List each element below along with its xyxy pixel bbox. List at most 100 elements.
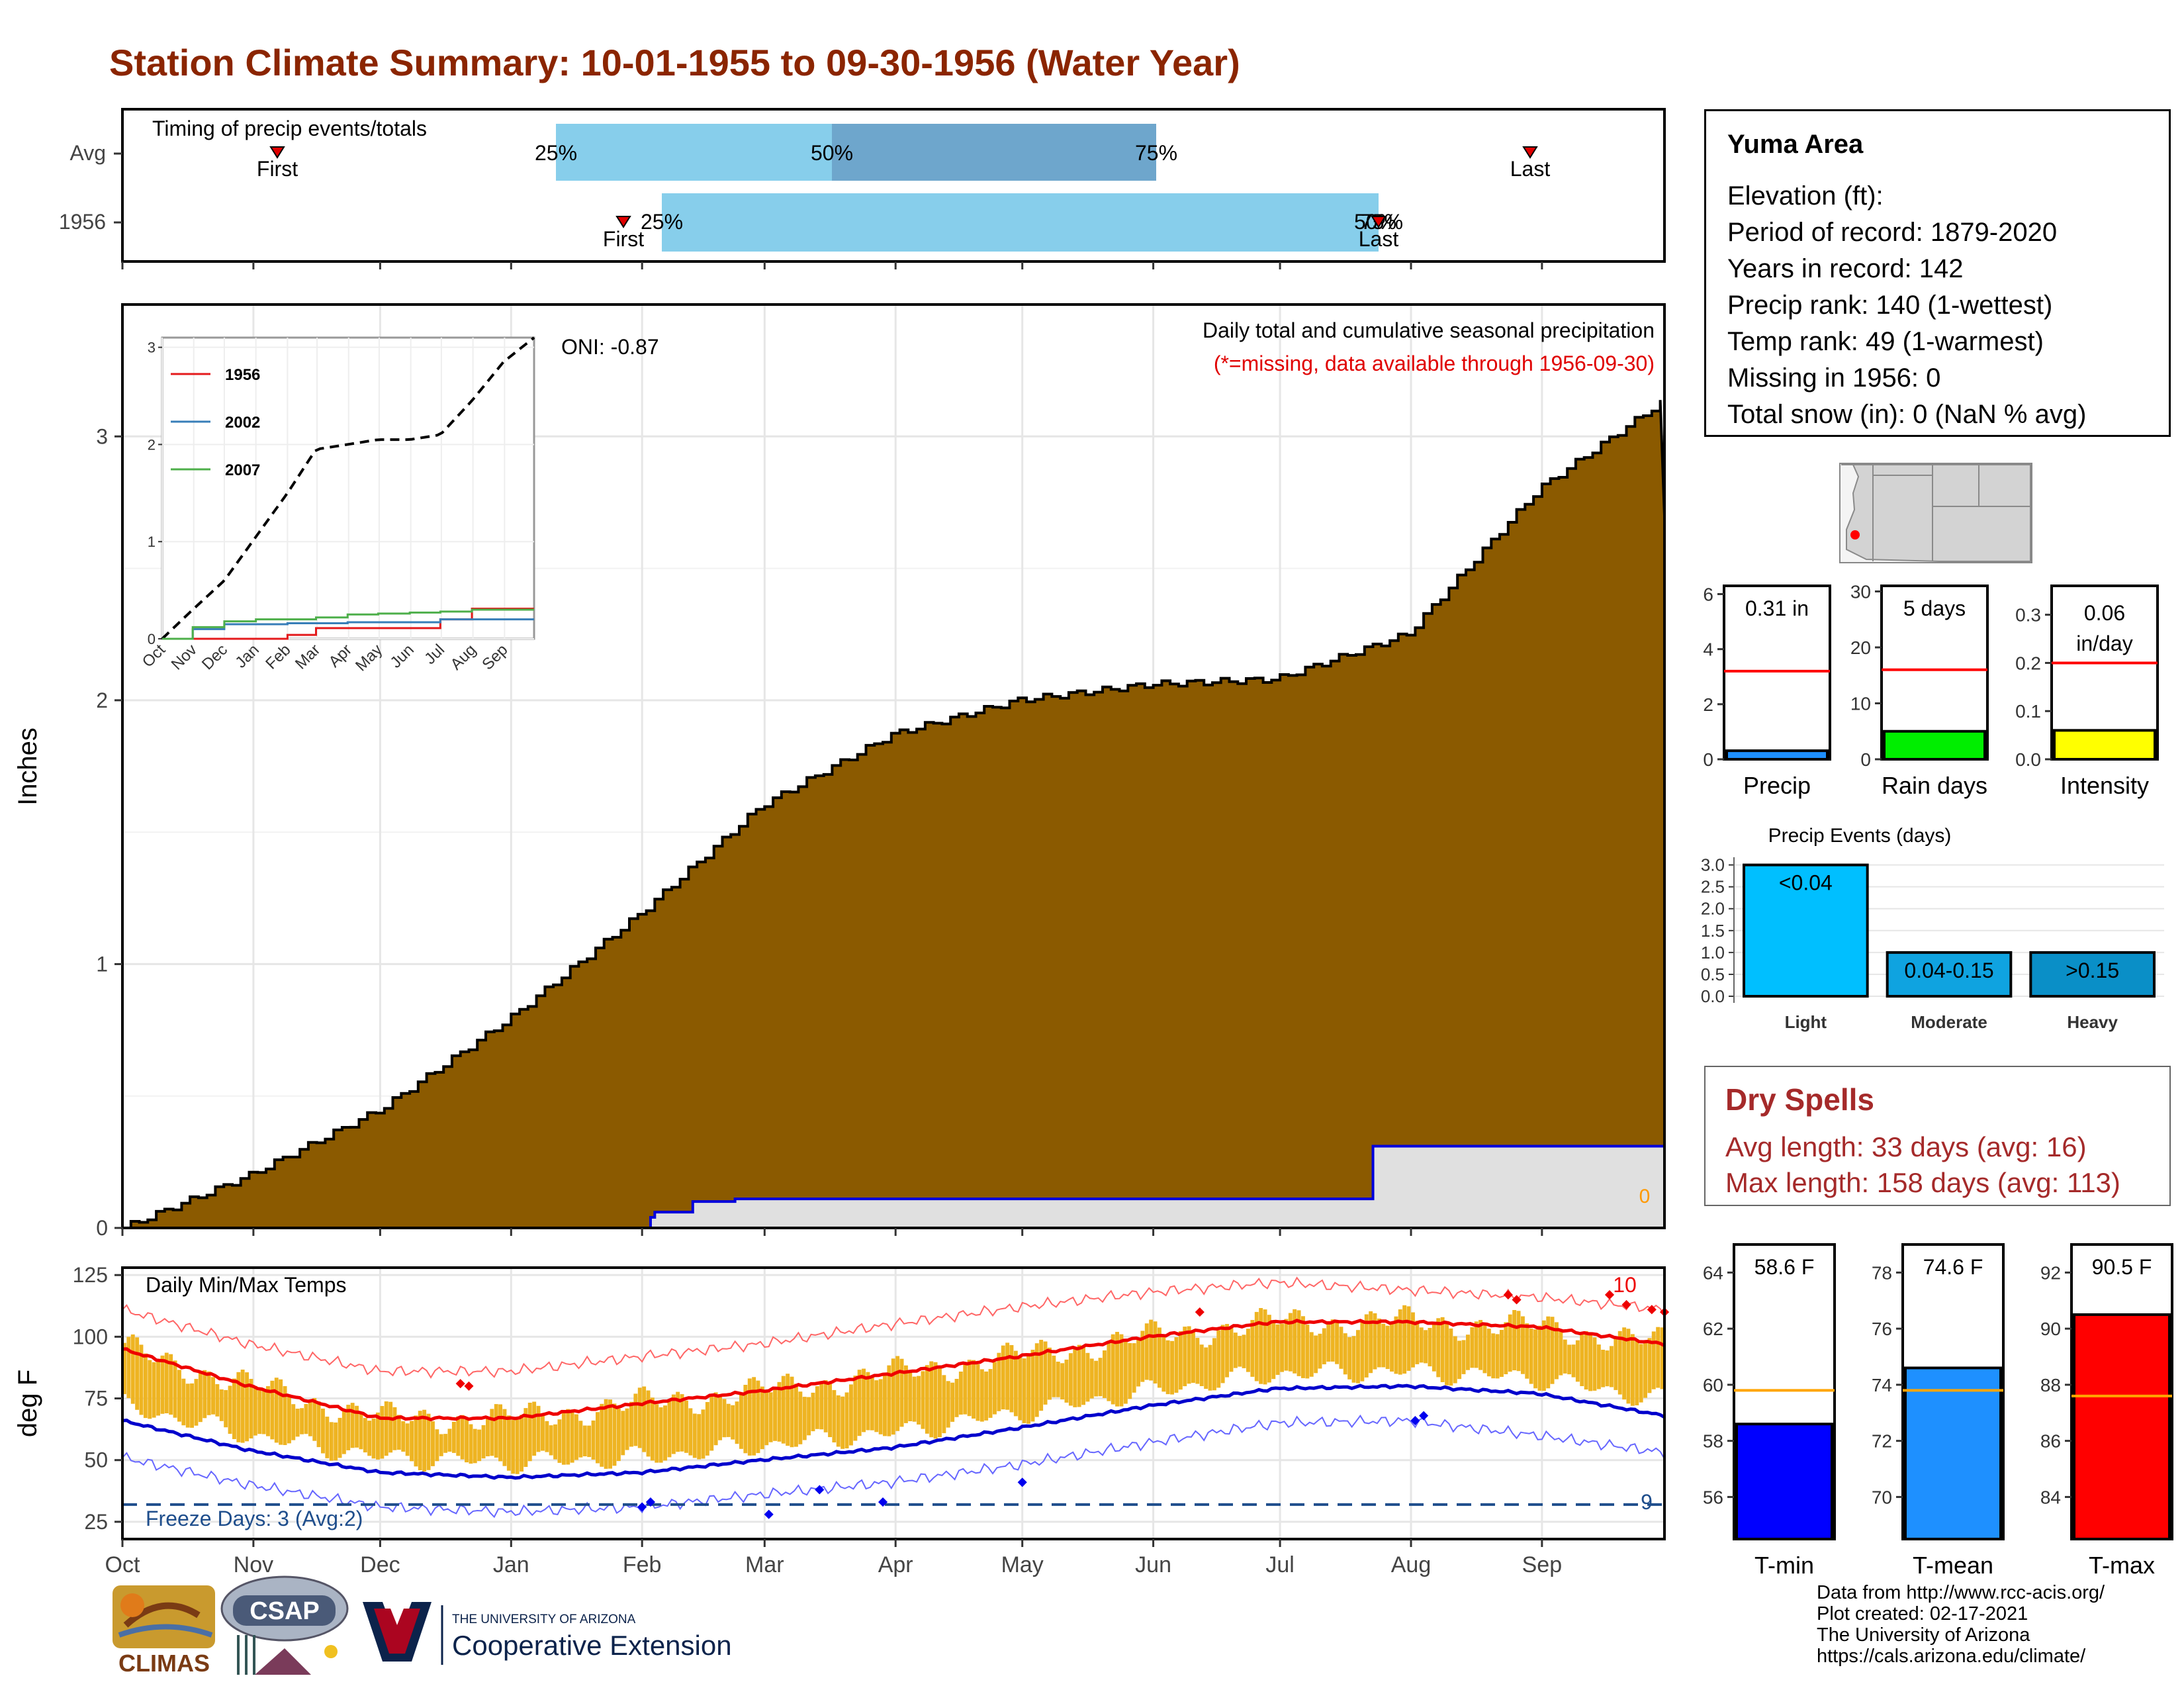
main-precip-panel: 0 1 2 3 Inches Daily total and cumulative s… (13, 303, 1666, 1240)
daily-temp-bar (1335, 1321, 1339, 1364)
daily-temp-bar (1220, 1325, 1225, 1383)
avg-p25-label: 25% (535, 141, 577, 165)
temp-xtick-label: Aug (1391, 1552, 1432, 1577)
footer-data-source: Data from http://www.rcc-acis.org/ (1817, 1582, 2105, 1603)
daily-temp-bar (341, 1411, 346, 1454)
daily-temp-bar (465, 1418, 469, 1463)
daily-temp-bar (908, 1372, 913, 1421)
daily-temp-bar (671, 1394, 676, 1454)
year-cumulative-area (122, 1145, 1666, 1229)
daily-temp-bar (904, 1365, 908, 1423)
daily-temp-bar (1550, 1317, 1555, 1384)
main-subtitle: Daily total and cumulative seasonal prec… (1203, 318, 1655, 342)
daily-temp-bar (1622, 1327, 1627, 1400)
daily-temp-bar (1461, 1340, 1466, 1374)
daily-temp-bar (1225, 1324, 1229, 1378)
daily-temp-bar (490, 1409, 494, 1456)
daily-temp-bar (967, 1360, 972, 1417)
daily-temp-bar (190, 1383, 194, 1428)
daily-temp-bar (1474, 1321, 1479, 1368)
main-plot-frame (121, 303, 1666, 1229)
daily-temp-bar (1428, 1328, 1432, 1367)
daily-temp-bar (447, 1429, 452, 1452)
inset-legend-label: 1956 (225, 366, 260, 384)
temp-plot-frame (121, 1266, 1666, 1540)
daily-temp-bar (1111, 1334, 1115, 1405)
daily-temp-bar (946, 1381, 950, 1428)
daily-temp-bar (130, 1334, 135, 1404)
ua-block-a-inner (374, 1609, 420, 1654)
summary-bar-category: Rain days (1882, 772, 1987, 799)
daily-temp-bar (261, 1390, 266, 1434)
daily-temp-bar (1132, 1343, 1136, 1393)
daily-temp-bar (1136, 1338, 1140, 1387)
temp-xtick-label: Jul (1265, 1552, 1294, 1577)
daily-temp-bar (266, 1386, 270, 1436)
daily-temp-bar (832, 1389, 837, 1442)
daily-temp-bar (338, 1417, 342, 1458)
daily-temp-bar (515, 1419, 520, 1474)
daily-temp-bar (380, 1406, 385, 1459)
station-years: Years in record: 142 (1727, 254, 1964, 283)
events-bar-label: >0.15 (2066, 959, 2119, 982)
daily-temp-bar (709, 1395, 714, 1451)
daily-temp-bar (1596, 1344, 1601, 1389)
daily-temp-bar (760, 1386, 764, 1450)
daily-temp-bar (219, 1389, 224, 1421)
main-ytick-label: 1 (96, 952, 108, 976)
temp-xtick-label: Jun (1135, 1552, 1171, 1577)
ua-university-name: THE UNIVERSITY OF ARIZONA (452, 1613, 636, 1626)
daily-temp-bar (739, 1393, 743, 1449)
temp-xtick-label: May (1001, 1552, 1044, 1577)
daily-temp-bar (988, 1369, 993, 1418)
daily-temp-bar (334, 1422, 338, 1461)
daily-temp-bar (1068, 1353, 1073, 1406)
daily-temp-bar (1614, 1338, 1618, 1390)
daily-temp-bar (705, 1402, 709, 1456)
daily-temp-bar (768, 1392, 773, 1442)
footer-url: https://cals.arizona.edu/climate/ (1817, 1646, 2086, 1667)
daily-temp-bar (650, 1397, 655, 1461)
daily-temp-bar (663, 1405, 667, 1461)
summary-tick-label: 72 (1872, 1431, 1892, 1452)
events-tick-label: 3.0 (1701, 855, 1725, 875)
daily-temp-bar (527, 1403, 532, 1462)
inset-ytick-label: 0 (148, 631, 156, 647)
inset-legend-label: 2007 (225, 461, 260, 479)
daily-temp-bar (866, 1372, 870, 1430)
daily-temp-bar (1153, 1321, 1158, 1383)
temp-title: Daily Min/Max Temps (146, 1273, 346, 1297)
daily-temp-bar (122, 1342, 126, 1395)
summary-tick-label: 0.3 (2015, 605, 2041, 626)
daily-temp-bar (942, 1375, 946, 1434)
daily-temp-bar (270, 1380, 275, 1440)
daily-temp-bar (1018, 1356, 1023, 1421)
daily-temp-bar (735, 1401, 739, 1444)
oni-label: ONI: -0.87 (561, 335, 659, 359)
summary-value-label: 5 days (1903, 596, 1966, 620)
daily-temp-bar (367, 1421, 372, 1456)
summary-value-label: 0.31 in (1745, 596, 1809, 620)
daily-temp-bar (1229, 1327, 1234, 1372)
station-precip-rank: Precip rank: 140 (1-wettest) (1727, 291, 2053, 320)
daily-temp-bar (346, 1405, 351, 1450)
daily-temp-bar (1094, 1360, 1099, 1397)
zero-label: 0 (1639, 1186, 1651, 1207)
daily-temp-bar (240, 1370, 245, 1443)
daily-temp-bar (494, 1404, 498, 1458)
daily-temp-bar (443, 1434, 448, 1453)
daily-temp-bar (1381, 1323, 1386, 1368)
daily-temp-bar (878, 1379, 883, 1434)
daily-temp-bar (1275, 1324, 1280, 1375)
avg-first-label: First (257, 157, 298, 181)
daily-temp-bar (1445, 1321, 1449, 1385)
summary-value-label: 58.6 F (1754, 1255, 1815, 1279)
daily-temp-bar (1314, 1335, 1318, 1374)
daily-temp-bar (625, 1408, 629, 1450)
temp-xtick-label: Apr (878, 1552, 913, 1577)
daily-temp-bar (1085, 1352, 1090, 1402)
daily-temp-bar (633, 1393, 638, 1446)
temp-xtick-label: Sep (1522, 1552, 1563, 1577)
daily-temp-bar (1398, 1309, 1402, 1375)
daily-temp-bar (1486, 1329, 1491, 1377)
